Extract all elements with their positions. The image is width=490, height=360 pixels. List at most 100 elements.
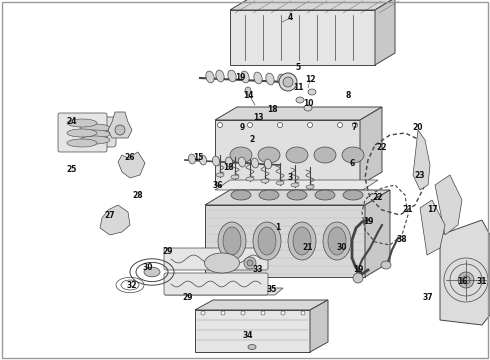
Text: 31: 31 xyxy=(477,278,487,287)
Polygon shape xyxy=(413,130,430,190)
Ellipse shape xyxy=(258,227,276,255)
Ellipse shape xyxy=(231,175,239,179)
Text: 15: 15 xyxy=(193,153,203,162)
Text: 5: 5 xyxy=(295,63,300,72)
Polygon shape xyxy=(420,200,445,255)
Ellipse shape xyxy=(462,276,470,284)
Text: 26: 26 xyxy=(125,153,135,162)
Ellipse shape xyxy=(288,222,316,260)
Ellipse shape xyxy=(281,311,285,315)
Text: 32: 32 xyxy=(127,280,137,289)
Polygon shape xyxy=(230,0,395,10)
Polygon shape xyxy=(310,300,328,352)
Ellipse shape xyxy=(266,73,274,85)
Polygon shape xyxy=(365,190,390,277)
Text: 24: 24 xyxy=(67,117,77,126)
Ellipse shape xyxy=(218,122,222,127)
Ellipse shape xyxy=(218,222,246,260)
Ellipse shape xyxy=(247,260,253,266)
FancyBboxPatch shape xyxy=(58,113,107,152)
Ellipse shape xyxy=(283,77,293,87)
Polygon shape xyxy=(215,120,360,185)
Text: 20: 20 xyxy=(413,123,423,132)
Text: 12: 12 xyxy=(305,76,315,85)
Ellipse shape xyxy=(338,122,343,127)
Ellipse shape xyxy=(287,190,307,200)
Text: 7: 7 xyxy=(351,123,357,132)
Text: 35: 35 xyxy=(267,285,277,294)
Polygon shape xyxy=(440,220,490,325)
Text: 18: 18 xyxy=(222,163,233,172)
Polygon shape xyxy=(375,0,395,65)
Text: 19: 19 xyxy=(353,266,363,274)
Ellipse shape xyxy=(276,181,284,185)
Text: 1: 1 xyxy=(275,224,281,233)
Ellipse shape xyxy=(259,190,279,200)
Polygon shape xyxy=(215,107,382,120)
Ellipse shape xyxy=(261,179,269,183)
Text: 33: 33 xyxy=(253,266,263,274)
Ellipse shape xyxy=(278,74,286,86)
Text: 30: 30 xyxy=(337,243,347,252)
Ellipse shape xyxy=(247,122,252,127)
Text: 27: 27 xyxy=(105,211,115,220)
Ellipse shape xyxy=(308,122,313,127)
Text: 25: 25 xyxy=(67,166,77,175)
FancyBboxPatch shape xyxy=(74,117,116,147)
Ellipse shape xyxy=(216,173,224,177)
Ellipse shape xyxy=(144,267,160,277)
Ellipse shape xyxy=(306,185,314,189)
Text: 21: 21 xyxy=(303,243,313,252)
Text: 22: 22 xyxy=(373,194,383,202)
Text: 34: 34 xyxy=(243,330,253,339)
Ellipse shape xyxy=(353,273,363,283)
Ellipse shape xyxy=(228,70,236,82)
Text: 29: 29 xyxy=(183,293,193,302)
Ellipse shape xyxy=(265,159,271,169)
Text: 16: 16 xyxy=(457,278,467,287)
Polygon shape xyxy=(435,175,462,235)
Ellipse shape xyxy=(352,122,358,127)
Ellipse shape xyxy=(241,71,249,83)
Ellipse shape xyxy=(314,147,336,163)
Ellipse shape xyxy=(291,183,299,187)
Ellipse shape xyxy=(67,139,97,147)
Ellipse shape xyxy=(342,147,364,163)
Ellipse shape xyxy=(277,122,283,127)
Ellipse shape xyxy=(67,119,97,127)
Ellipse shape xyxy=(204,253,240,273)
Text: 37: 37 xyxy=(423,293,433,302)
Ellipse shape xyxy=(80,130,110,138)
Text: 18: 18 xyxy=(267,105,277,114)
Ellipse shape xyxy=(115,125,125,135)
Ellipse shape xyxy=(201,311,205,315)
Ellipse shape xyxy=(216,70,224,82)
Ellipse shape xyxy=(296,97,304,103)
Polygon shape xyxy=(118,152,145,178)
Polygon shape xyxy=(205,205,365,277)
Text: 17: 17 xyxy=(427,206,437,215)
Ellipse shape xyxy=(248,345,256,350)
Polygon shape xyxy=(195,300,328,310)
Text: 38: 38 xyxy=(397,235,407,244)
Ellipse shape xyxy=(251,158,259,168)
Ellipse shape xyxy=(80,136,110,144)
Polygon shape xyxy=(165,288,283,295)
Ellipse shape xyxy=(308,89,316,95)
Ellipse shape xyxy=(244,257,256,269)
Ellipse shape xyxy=(254,72,262,84)
FancyBboxPatch shape xyxy=(164,273,268,295)
Text: 9: 9 xyxy=(240,123,245,132)
Ellipse shape xyxy=(199,155,207,165)
Ellipse shape xyxy=(223,227,241,255)
Ellipse shape xyxy=(245,87,251,95)
Ellipse shape xyxy=(315,190,335,200)
Polygon shape xyxy=(205,190,390,205)
Ellipse shape xyxy=(293,227,311,255)
Ellipse shape xyxy=(189,154,196,164)
Ellipse shape xyxy=(286,147,308,163)
Ellipse shape xyxy=(458,272,474,288)
Text: 13: 13 xyxy=(253,113,263,122)
Ellipse shape xyxy=(261,311,265,315)
Polygon shape xyxy=(100,205,130,235)
